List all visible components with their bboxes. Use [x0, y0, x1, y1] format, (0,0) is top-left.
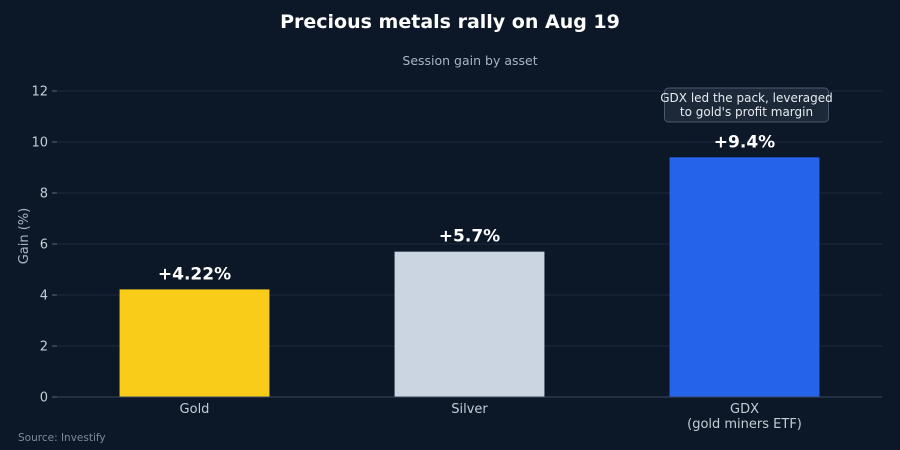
y-tick-label: 2	[40, 340, 48, 355]
data-label: +5.7%	[439, 227, 500, 247]
y-tick-label: 10	[31, 136, 48, 151]
x-tick-label: Silver	[451, 402, 488, 417]
bar	[119, 289, 270, 397]
x-tick-label: (gold miners ETF)	[687, 417, 802, 432]
y-axis-label: Gain (%)	[17, 208, 32, 265]
y-tick-label: 0	[40, 391, 48, 406]
chart-subtitle: Session gain by asset	[402, 53, 537, 68]
data-label: +9.4%	[714, 132, 775, 152]
y-tick-label: 4	[40, 289, 48, 304]
y-tick-label: 12	[31, 85, 48, 100]
x-tick-label: Gold	[180, 402, 210, 417]
bars: +4.22% +5.7% +9.4%	[119, 132, 820, 397]
annotation-text: to gold's profit margin	[680, 105, 813, 119]
x-tick-label: GDX	[730, 402, 759, 417]
y-axis: 0 2 4 6 8 10 12	[31, 85, 57, 406]
bar	[394, 251, 545, 397]
x-axis: Gold Silver GDX(gold miners ETF)	[57, 396, 882, 432]
annotation-text: GDX led the pack, leveraged	[660, 91, 832, 105]
bar	[669, 157, 820, 397]
data-label: +4.22%	[158, 264, 231, 284]
y-tick-label: 8	[40, 187, 48, 202]
y-tick-label: 6	[40, 238, 48, 253]
chart-title: Precious metals rally on Aug 19	[280, 11, 620, 33]
annotation-box	[664, 87, 829, 123]
source-note: Source: Investify	[18, 432, 106, 444]
